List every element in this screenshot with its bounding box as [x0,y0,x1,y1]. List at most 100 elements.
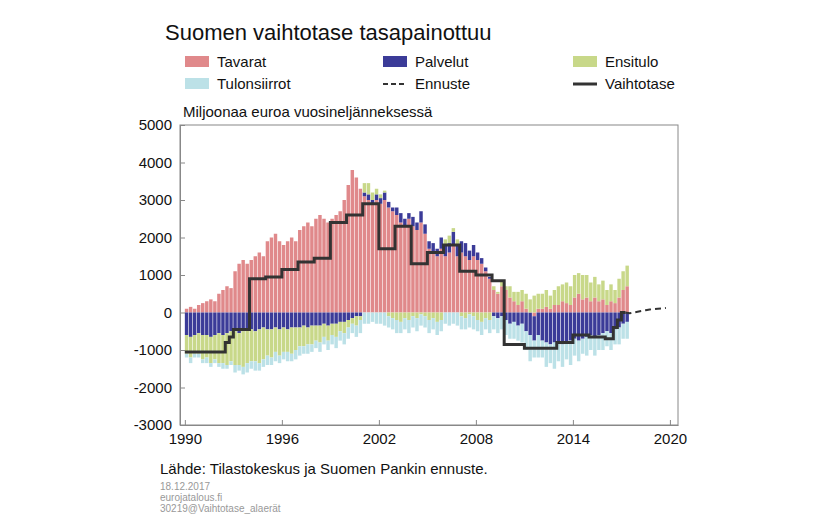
bar [541,313,544,341]
note: 18.12.2017 [160,481,210,492]
bar [569,286,572,305]
legend-item: Ensitulo [573,53,658,70]
bar [322,324,325,337]
bar [282,328,285,352]
legend-swatch [185,78,209,89]
bar [351,324,354,333]
bar [597,313,600,336]
bar [213,359,216,363]
bar [549,313,552,345]
legend-label: Tulonsiirrot [217,75,291,92]
bar [480,313,483,322]
bar [310,344,313,352]
bar [209,363,212,367]
bar [577,273,580,294]
bar [423,316,426,327]
bar [452,232,455,245]
x-tick-mark [573,420,574,425]
bar [561,313,564,345]
bar [411,313,414,317]
bar [310,313,313,326]
y-tick-mark [180,163,185,164]
bar [407,313,410,321]
x-tick-mark [379,420,380,425]
bar [225,313,228,334]
bar [266,313,269,330]
bar [512,292,515,301]
bar [528,299,531,312]
bar [537,313,540,336]
bar [383,200,386,313]
bar [435,322,438,335]
bar [448,313,451,326]
y-tick-label: 2000 [139,229,172,246]
bar [213,313,216,336]
bar [593,337,596,356]
bar [254,361,257,370]
bar [484,313,487,319]
bar [266,329,269,355]
bar [537,294,540,309]
bar [508,324,511,339]
bar [444,256,447,312]
bar [254,313,257,332]
source: Lähde: Tilastokeskus ja Suomen Pankin en… [160,460,488,477]
bar [347,328,350,339]
y-tick-label: -1000 [134,341,172,358]
plot-frame [180,125,678,425]
bar [185,309,188,313]
bar [573,275,576,298]
bar [593,298,596,313]
bar [448,236,451,244]
x-tick-mark [185,420,186,425]
y-tick-mark [180,275,185,276]
bar [209,299,212,312]
bar [298,346,301,355]
bar [294,241,297,312]
bar [355,178,358,313]
legend-swatch [185,56,209,67]
bar [298,230,301,313]
legend-item: Vaihtotase [573,75,675,92]
bar [419,313,422,315]
bar [492,290,495,313]
bar [456,313,459,326]
y-tick-mark [180,125,185,126]
bar [294,313,297,328]
bar [306,344,309,353]
bar [363,183,366,192]
bar [621,271,624,290]
bar [201,335,204,359]
bar [464,256,467,312]
bar [334,215,337,313]
bar [270,358,273,366]
bar [189,358,192,364]
bar [314,326,317,341]
bar [201,359,204,363]
bar [367,183,370,194]
bar [298,313,301,328]
bar [452,313,455,324]
x-tick: 1996 [266,420,299,447]
y-tick: 5000 [139,116,185,133]
bar [625,266,628,287]
bar [278,329,281,355]
bar [306,313,309,328]
bar [399,313,402,322]
bar [585,298,588,313]
bar [250,361,253,369]
bar [274,313,277,328]
bar [245,363,248,372]
y-tick-mark [180,200,185,201]
bar [423,313,426,317]
y-tick-mark [180,313,185,314]
subtitle: Miljoonaa euroa vuosineljänneksessä [183,103,433,120]
bar [565,303,568,312]
bar [270,313,273,330]
bar [484,271,487,312]
line [185,204,626,352]
legend-label: Ennuste [415,75,470,92]
bar [415,223,418,231]
bar [282,245,285,313]
bar [347,320,350,328]
